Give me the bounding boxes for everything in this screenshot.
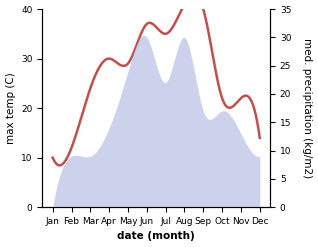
X-axis label: date (month): date (month) bbox=[117, 231, 195, 242]
Y-axis label: med. precipitation (kg/m2): med. precipitation (kg/m2) bbox=[302, 38, 313, 178]
Y-axis label: max temp (C): max temp (C) bbox=[5, 72, 16, 144]
